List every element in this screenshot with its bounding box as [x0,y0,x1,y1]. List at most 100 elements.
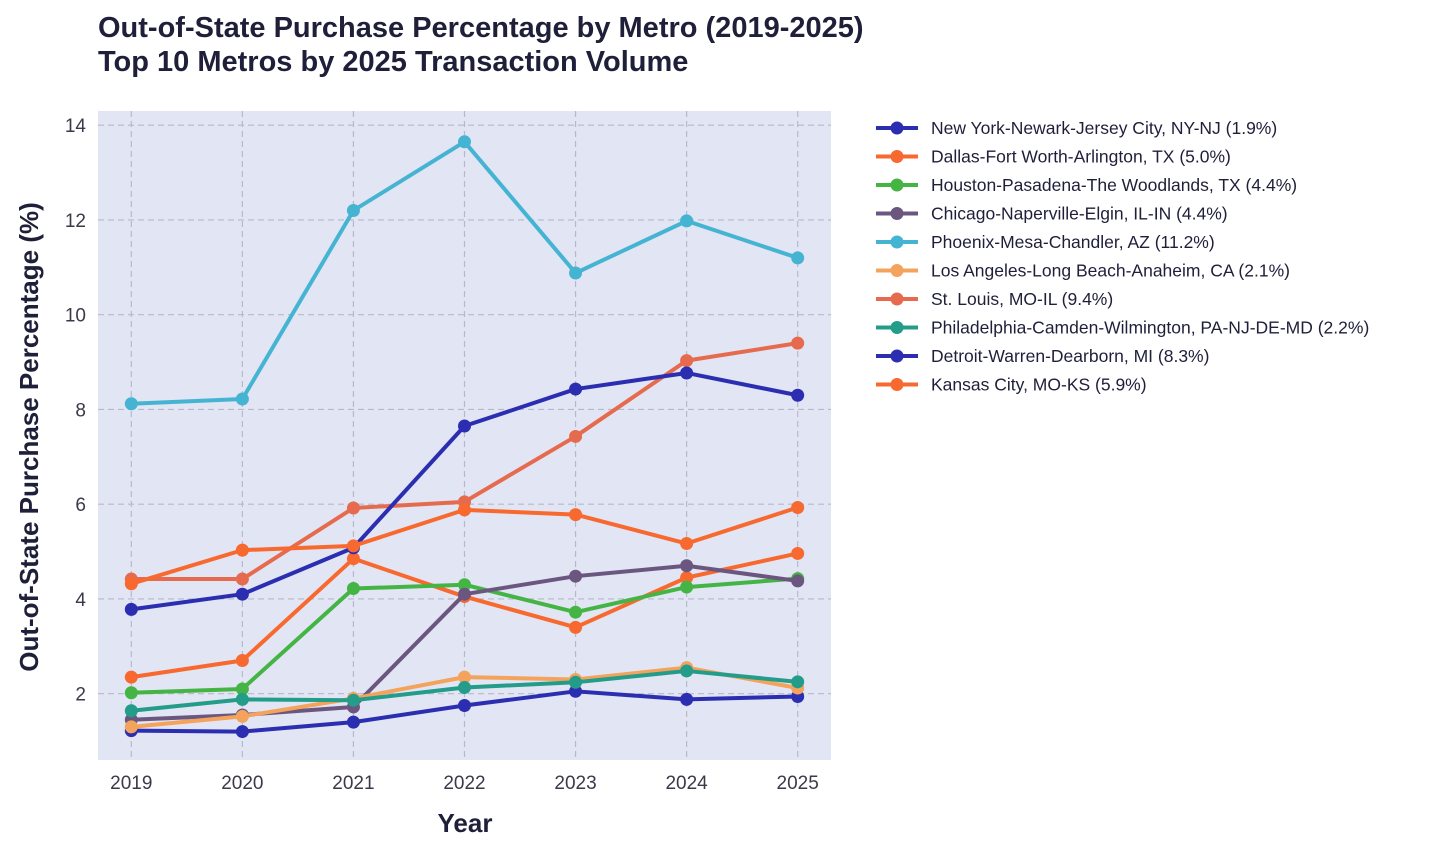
data-point [680,580,694,594]
legend-label: Detroit-Warren-Dearborn, MI (8.3%) [931,346,1209,366]
data-point [235,543,249,557]
legend-label: Chicago-Naperville-Elgin, IL-IN (4.4%) [931,204,1228,224]
legend-label: New York-Newark-Jersey City, NY-NJ (1.9%… [931,118,1277,138]
data-point [346,552,360,566]
y-tick-label: 8 [75,400,86,421]
x-axis-label: Year [438,808,493,838]
data-point [124,397,138,411]
data-point [346,582,360,596]
data-point [124,704,138,718]
chart-title-line1: Out-of-State Purchase Percentage by Metr… [98,12,864,44]
legend-swatch-marker [890,178,904,192]
data-point [569,429,583,443]
data-point [680,537,694,551]
data-point [791,251,805,265]
data-point [791,388,805,402]
x-tick-label: 2021 [332,773,374,794]
data-point [680,692,694,706]
data-point [791,546,805,560]
data-point [791,501,805,515]
x-axis-ticks: 2019 2020 2021 2022 2023 2024 2025 [110,773,819,794]
data-point [235,572,249,586]
legend-item: Los Angeles-Long Beach-Anaheim, CA (2.1%… [876,261,1290,281]
y-axis-label: Out-of-State Purchase Percentage (%) [14,202,44,672]
y-tick-label: 12 [65,211,86,232]
y-axis-ticks: 2 4 6 8 10 12 14 [65,116,87,705]
data-point [680,664,694,678]
data-point [235,392,249,406]
y-tick-label: 6 [75,495,86,516]
series-10 [124,501,805,591]
legend-item: Kansas City, MO-KS (5.9%) [876,375,1147,395]
data-point [458,699,471,713]
legend-label: Philadelphia-Camden-Wilmington, PA-NJ-DE… [931,318,1369,338]
data-point [235,692,249,706]
data-point [458,670,471,684]
legend-item: St. Louis, MO-IL (9.4%) [876,289,1113,309]
legend-item: Detroit-Warren-Dearborn, MI (8.3%) [876,346,1209,366]
legend-label: St. Louis, MO-IL (9.4%) [931,289,1113,309]
legend-swatch-marker [890,349,904,363]
x-tick-label: 2022 [443,773,485,794]
data-point [569,508,583,522]
series-8 [124,664,805,718]
data-point [346,715,360,729]
series-layer [124,135,805,739]
y-tick-label: 10 [65,306,86,327]
legend-item: New York-Newark-Jersey City, NY-NJ (1.9%… [876,118,1277,138]
x-tick-label: 2023 [554,773,596,794]
legend-item: Philadelphia-Camden-Wilmington, PA-NJ-DE… [876,318,1369,338]
data-point [680,559,694,573]
data-point [680,214,694,228]
data-point [458,503,471,517]
data-point [791,574,805,588]
legend-swatch-marker [890,264,904,277]
data-point [235,587,249,601]
data-point [458,681,471,695]
data-point [680,571,694,585]
data-point [346,203,360,217]
x-tick-label: 2020 [221,773,263,794]
data-point [791,336,805,350]
legend-swatch-marker [890,121,904,135]
data-point [458,135,471,149]
legend-label: Kansas City, MO-KS (5.9%) [931,375,1147,395]
legend-label: Houston-Pasadena-The Woodlands, TX (4.4%… [931,175,1297,195]
data-point [235,709,249,723]
data-point [458,578,471,592]
data-point [458,419,471,433]
x-tick-label: 2019 [110,773,152,794]
data-point [569,266,583,280]
data-point [235,725,249,739]
legend-swatch-marker [890,321,904,334]
y-tick-label: 2 [75,685,86,706]
data-point [124,686,138,700]
y-tick-label: 14 [65,116,87,137]
data-point [346,501,360,515]
legend-swatch-marker [890,150,904,163]
legend-label: Los Angeles-Long Beach-Anaheim, CA (2.1%… [931,261,1290,281]
series-5 [124,135,805,411]
data-point [124,577,138,591]
legend-swatch-marker [890,292,904,306]
legend-swatch-marker [890,235,904,249]
data-point [569,620,583,634]
data-point [124,602,138,616]
data-point [458,587,471,601]
data-point [680,354,694,368]
x-tick-label: 2025 [777,773,819,794]
legend-swatch-marker [890,207,904,220]
legend-label: Phoenix-Mesa-Chandler, AZ (11.2%) [931,232,1215,252]
data-point [124,670,138,684]
data-point [124,720,138,734]
data-point [346,539,360,553]
legend-swatch-marker [890,378,904,391]
legend-item: Houston-Pasadena-The Woodlands, TX (4.4%… [876,175,1297,195]
legend-item: Phoenix-Mesa-Chandler, AZ (11.2%) [876,232,1215,252]
data-point [569,684,583,698]
data-point [235,682,249,696]
data-point [569,675,583,689]
legend-label: Dallas-Fort Worth-Arlington, TX (5.0%) [931,147,1231,167]
data-point [569,605,583,619]
